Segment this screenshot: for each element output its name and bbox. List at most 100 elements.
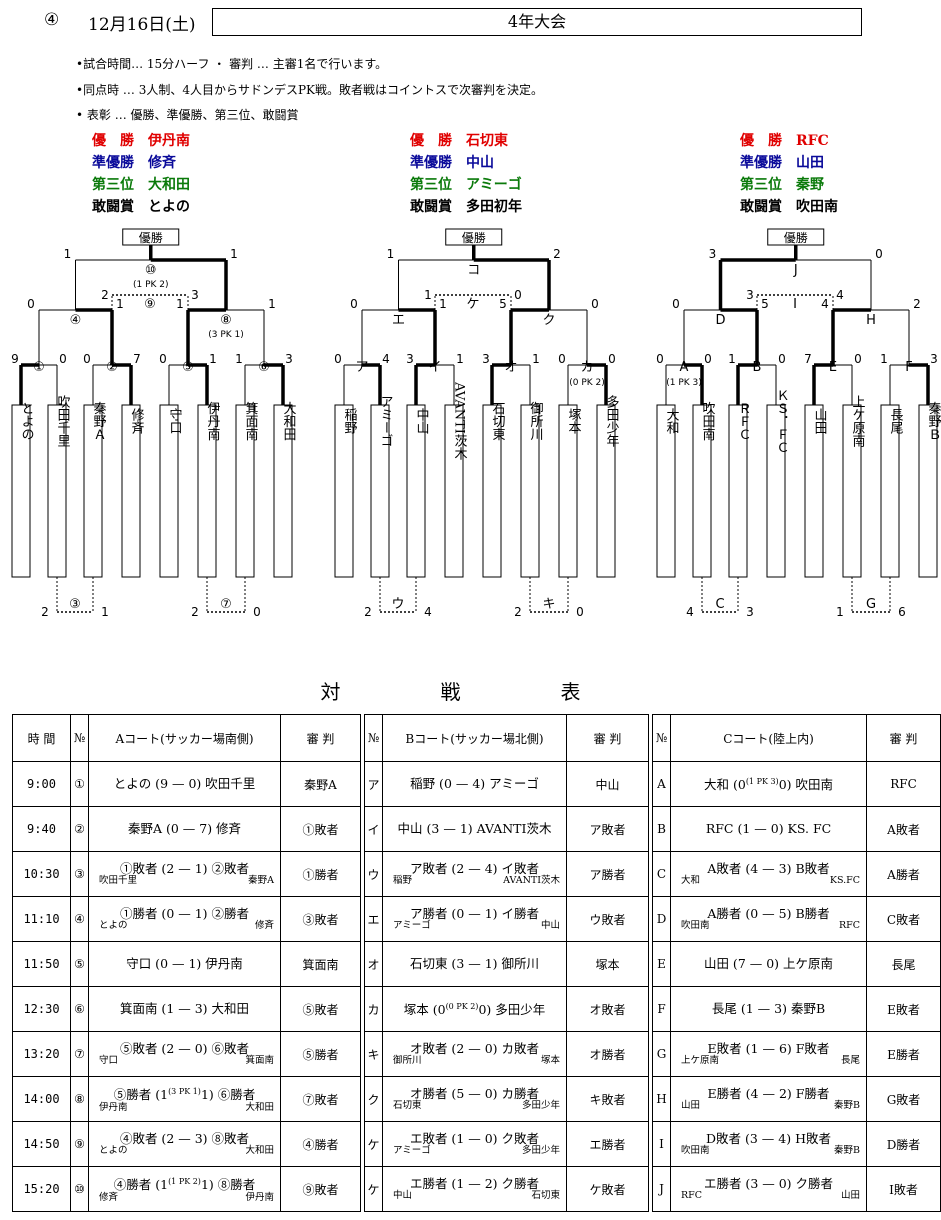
home-team: とよの (113, 776, 152, 791)
match-label: ⑨ (144, 297, 156, 312)
match-cell: A敗者 (4 — 3) B敗者 大和 KS.FC (670, 851, 867, 897)
home-score: 1 (456, 1131, 465, 1146)
note-match-time: •試合時間… 15分ハーフ ・ 審判 … 主審1名で行います。 (76, 57, 388, 71)
home-team-name: 山田 (681, 1100, 701, 1111)
home-team-name: 吹田千里 (99, 875, 138, 886)
match-label: ⑦ (220, 597, 232, 612)
award-team: 石切東 (466, 133, 508, 149)
away-team-name: 伊丹南 (245, 1191, 274, 1203)
match-cell: 稲野 (0 — 4) アミーゴ (382, 761, 567, 807)
referee: ⑦敗者 (280, 1076, 361, 1122)
award-team: 多田初年 (466, 199, 522, 215)
award-team: アミーゴ (466, 177, 522, 193)
match-label: ③ (69, 597, 81, 612)
match-score: 2 (913, 297, 921, 311)
away-score: 0 (766, 956, 775, 971)
referee: ⑨敗者 (280, 1166, 361, 1212)
match-cell: 大和 (0(1 PK 3)0) 吹田南 (670, 761, 867, 807)
header-referee-b: 審 判 (566, 714, 649, 762)
match-score: 0 (656, 352, 664, 366)
home-team: ア勝者 (409, 906, 448, 921)
match-cell: 石切東 (3 — 1) 御所川 (382, 941, 567, 987)
match-time: 11:10 (12, 896, 71, 942)
referee: オ敗者 (566, 986, 649, 1032)
away-score: 0 (478, 1002, 487, 1018)
match-number: ③ (70, 851, 89, 897)
match-time: 15:20 (12, 1166, 71, 1212)
away-team-name: RFC (838, 920, 860, 931)
away-team-name: 山田 (840, 1190, 860, 1201)
home-score: 2 (166, 861, 175, 876)
header-court-a: Aコート(サッカー場南側) (88, 714, 281, 762)
match-score: 1 (209, 352, 217, 366)
match-time: 9:00 (12, 761, 71, 807)
away-score: 3 (778, 861, 787, 876)
team-name: 多田少年 (604, 394, 620, 447)
match-time: 13:20 (12, 1031, 71, 1077)
match-cell: とよの (9 — 0) 吹田千里 (88, 761, 281, 807)
home-team-name: アミーゴ (393, 1145, 431, 1156)
header-referee-c: 審 判 (866, 714, 941, 762)
home-team: 塚本 (403, 1002, 429, 1018)
schedule-row: 14:50 ⑨ ④敗者 (2 — 3) ⑧敗者 とよの 大和田 ④勝者ケエ敗者 (1 — … (12, 1121, 941, 1167)
match-score: 1 (424, 288, 432, 302)
match-number: ④ (70, 896, 89, 942)
match-score: 0 (59, 352, 67, 366)
home-team-name: 修斉 (99, 1191, 119, 1203)
home-score: 3 (456, 956, 465, 971)
referee: ア敗者 (566, 806, 649, 852)
away-team: F敗者 (795, 1041, 830, 1056)
home-score: 5 (456, 1086, 465, 1101)
home-score: 0 (166, 906, 175, 921)
match-time: 11:50 (12, 941, 71, 987)
away-score: 1 (188, 956, 197, 971)
pk-result: (1 PK 2) (168, 1177, 201, 1187)
match-score: 2 (514, 605, 522, 619)
match-cell: 守口 (0 — 1) 伊丹南 (88, 941, 281, 987)
award-line: 優 勝 石切東 (410, 132, 508, 150)
match-score: 1 (64, 247, 72, 261)
champion-label: 優勝 (462, 230, 486, 245)
referee: ⑤勝者 (280, 1031, 361, 1077)
referee: ウ敗者 (566, 896, 649, 942)
match-cell: ④敗者 (2 — 3) ⑧敗者 とよの 大和田 (88, 1121, 281, 1167)
award-line: 優 勝 RFC (740, 132, 829, 150)
award-label: 敢闘賞 (92, 199, 134, 215)
award-team: 大和田 (148, 177, 190, 193)
award-line: 準優勝 修斉 (92, 154, 176, 172)
away-score: 4 (484, 861, 493, 876)
referee: ①勝者 (280, 851, 361, 897)
match-number: E (652, 941, 671, 987)
referee: ⑤敗者 (280, 986, 361, 1032)
match-label: ⑥ (258, 360, 270, 375)
schedule-row: 11:10 ④ ①勝者 (0 — 1) ②勝者 とよの 修斉 ③敗者エア勝者 (0 — 1… (12, 896, 941, 942)
away-score: 0 (484, 1041, 493, 1056)
match-cell: ア敗者 (2 — 4) イ敗者 稲野 AVANTI茨木 (382, 851, 567, 897)
award-team: とよの (148, 199, 190, 215)
match-cell: ア勝者 (0 — 1) イ勝者 アミーゴ 中山 (382, 896, 567, 942)
home-team: オ勝者 (409, 1086, 448, 1101)
away-team: 大和田 (211, 1001, 250, 1016)
home-team-name: 大和 (681, 875, 701, 886)
home-score: 3 (431, 821, 440, 836)
away-team: 秦野B (790, 1001, 826, 1016)
home-score: 1 (456, 1176, 465, 1191)
away-score: 0 (778, 777, 787, 793)
away-score: 5 (778, 906, 787, 921)
award-line: 第三位 秦野 (740, 176, 824, 194)
team-name: AVANTI茨木 (452, 381, 468, 460)
away-score: 1 (484, 956, 493, 971)
match-score: 1 (836, 605, 844, 619)
match-label: ケ (466, 297, 479, 312)
award-line: 第三位 大和田 (92, 176, 190, 194)
header-court-c: Cコート(陸上内) (670, 714, 867, 762)
referee: ケ敗者 (566, 1166, 649, 1212)
home-score: 7 (737, 956, 746, 971)
home-team: ④敗者 (119, 1131, 158, 1146)
referee: G敗者 (866, 1076, 941, 1122)
match-cell: エ敗者 (1 — 0) ク敗者 アミーゴ 多田少年 (382, 1121, 567, 1167)
referee: I敗者 (866, 1166, 941, 1212)
away-team-name: 多田少年 (521, 1100, 560, 1111)
